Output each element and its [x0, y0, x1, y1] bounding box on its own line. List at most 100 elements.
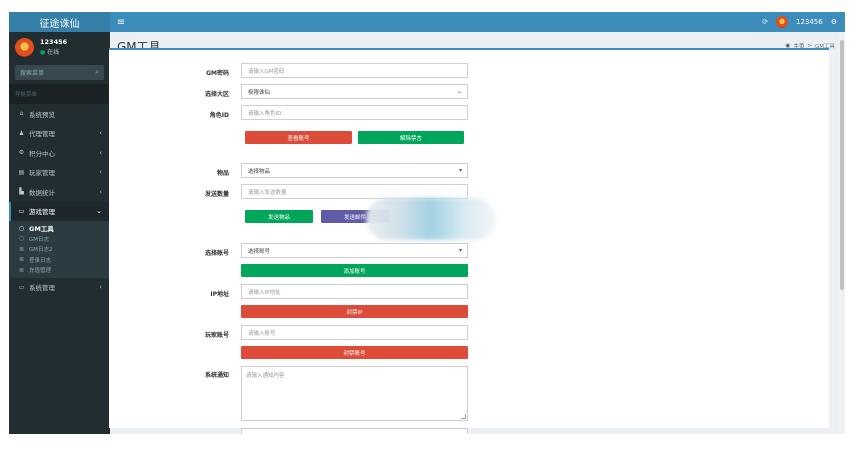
role-id-input[interactable]: 请输入角色ID — [241, 105, 468, 120]
breadcrumb: ◉ 主页 > GM工具 — [786, 42, 835, 50]
submenu-item-label: 登录日志 — [29, 257, 52, 264]
add-account-button[interactable]: 添加账号 — [241, 264, 468, 277]
ban-ip-button[interactable]: 封禁IP — [241, 305, 468, 318]
page-scrollbar[interactable] — [839, 32, 845, 434]
item-select-value: 选择物品 — [248, 168, 271, 175]
sidebar-search-input[interactable]: 搜索菜单 ⌕ — [15, 65, 104, 80]
scrollbar-thumb[interactable] — [840, 40, 844, 290]
breadcrumb-separator: > — [807, 43, 812, 49]
gm-password-input[interactable]: 请输入GM密码 — [241, 63, 468, 78]
breadcrumb-current: GM工具 — [814, 44, 835, 50]
submenu-item-label: 充值管理 — [29, 268, 52, 275]
sidebar-item-label: 游戏管理 — [29, 208, 55, 217]
send-item-button[interactable]: 发送物品 — [245, 210, 313, 223]
sidebar-item-stats[interactable]: ▙ 数据统计 ‹ — [9, 182, 110, 202]
unban-chat-button[interactable]: 解除禁言 — [358, 131, 464, 144]
caret-down-icon: ▾ — [458, 247, 462, 254]
sidebar-item-players[interactable]: ▤ 玩家管理 ‹ — [9, 163, 110, 183]
submenu-item-label: GM工具 — [29, 225, 54, 234]
avatar — [15, 37, 34, 57]
chevron-down-icon: ⌄ — [456, 88, 462, 95]
caret-down-icon: ▾ — [458, 167, 462, 174]
submenu-item-login-log[interactable]: ≣ 登录日志 — [9, 255, 110, 266]
search-placeholder: 搜索菜单 — [20, 70, 45, 77]
navbar-username[interactable]: 123456 — [795, 18, 823, 26]
circle-icon: ○ — [18, 224, 25, 232]
chevron-down-icon: ⌄ — [96, 207, 102, 216]
user-status-text: 在线 — [47, 49, 60, 56]
submenu-item-gm-log[interactable]: ○ GM日志 — [9, 234, 110, 245]
sidebar-item-label: 数据统计 — [29, 188, 55, 197]
item-select[interactable]: 选择物品 ▾ — [241, 163, 468, 178]
app-logo[interactable]: 征途诛仙 — [9, 12, 110, 32]
submenu-item-gm-log2[interactable]: ≣ GM日志2 — [9, 244, 110, 255]
submenu-item-gm-tool[interactable]: ○ GM工具 — [9, 223, 110, 234]
account-label: 选择账号 — [204, 250, 229, 257]
notice-textarea[interactable]: 请输入通知内容 — [241, 366, 468, 421]
submenu-item-label: GM日志2 — [29, 247, 53, 254]
notice-placeholder: 请输入通知内容 — [246, 373, 285, 379]
dashboard-icon: ◉ — [785, 43, 791, 49]
server-label: 选择大区 — [204, 91, 229, 98]
next-field-partial[interactable] — [241, 428, 468, 434]
sidebar-item-system[interactable]: ▭ 系统管理 ‹ — [9, 278, 110, 298]
send-count-label: 发送数量 — [204, 191, 229, 198]
chevron-left-icon: ‹ — [99, 283, 102, 292]
list-icon: ≣ — [18, 266, 25, 274]
sidebar-item-agents[interactable]: ♟ 代理管理 ‹ — [9, 124, 110, 144]
home-icon: ⌂ — [19, 110, 24, 118]
user-name: 123456 — [40, 38, 68, 46]
circle-icon: ○ — [18, 235, 25, 243]
player-account-input[interactable]: 请输入账号 — [241, 325, 468, 340]
users-icon: ♟ — [18, 129, 25, 137]
send-count-input[interactable]: 请输入发送数量 — [241, 184, 468, 199]
sidebar-item-game[interactable]: ▭ 游戏管理 ⌄ — [9, 201, 110, 221]
desktop-icon: ▭ — [18, 283, 25, 291]
list-icon: ≣ — [18, 245, 25, 253]
sidebar-toggle-icon[interactable]: ≡ — [116, 16, 126, 28]
list-icon: ≣ — [18, 256, 25, 264]
sidebar-item-label: 玩家管理 — [29, 169, 55, 178]
user-info: 123456 ● 在线 — [40, 38, 67, 56]
submenu-item-label: GM日志 — [29, 236, 50, 243]
chevron-left-icon: ‹ — [99, 148, 102, 157]
item-label: 物品 — [216, 170, 229, 177]
online-dot-icon: ● — [40, 49, 46, 56]
gm-password-label: GM密码 — [206, 70, 229, 77]
sidebar-item-overview[interactable]: ⌂ 系统预览 — [9, 104, 110, 124]
cogs-icon: ⚙ — [18, 149, 25, 157]
ban-account-button[interactable]: 封禁账号 — [241, 346, 468, 359]
laptop-icon: ▭ — [18, 207, 25, 215]
search-icon[interactable]: ⌕ — [95, 68, 99, 76]
account-select-value: 选择账号 — [248, 248, 271, 255]
notice-label: 系统通知 — [204, 372, 229, 379]
sidebar: 123456 ● 在线 搜索菜单 ⌕ 导航菜单 ⌂ 系统预览 ♟ 代理管理 ‹ … — [9, 32, 110, 434]
sidebar-item-points[interactable]: ⚙ 积分中心 ‹ — [9, 143, 110, 163]
user-panel: 123456 ● 在线 — [9, 32, 110, 62]
role-id-label: 角色ID — [209, 112, 229, 119]
blurred-overlay — [366, 198, 496, 240]
menu-section-header: 导航菜单 — [9, 84, 110, 104]
game-submenu: ○ GM工具 ○ GM日志 ≣ GM日志2 ≣ 登录日志 ≣ 充值管理 — [9, 221, 110, 278]
ip-address-label: IP地址 — [210, 291, 229, 298]
bar-chart-icon: ▙ — [19, 188, 24, 196]
server-select-value: 极限诛仙 — [248, 89, 271, 96]
book-icon: ▤ — [18, 168, 25, 176]
top-navbar: ≡ ⟳ 123456 ⚙ — [110, 12, 845, 32]
sidebar-item-label: 系统预览 — [29, 110, 55, 119]
breadcrumb-home[interactable]: 主页 — [793, 44, 805, 50]
resize-grip-icon[interactable] — [461, 414, 466, 419]
account-select[interactable]: 选择账号 ▾ — [241, 243, 468, 258]
sidebar-item-label: 系统管理 — [29, 284, 55, 293]
ip-address-input[interactable]: 请输入IP地址 — [241, 284, 468, 299]
server-select[interactable]: 极限诛仙 ⌄ — [241, 84, 468, 99]
sidebar-item-label: 积分中心 — [29, 149, 55, 158]
navbar-avatar[interactable] — [775, 16, 788, 28]
submenu-item-recharge[interactable]: ≣ 充值管理 — [9, 265, 110, 276]
refresh-icon[interactable]: ⟳ — [762, 18, 768, 26]
sidebar-item-label: 代理管理 — [29, 130, 55, 139]
query-account-button[interactable]: 查看账号 — [245, 131, 352, 144]
chevron-left-icon: ‹ — [99, 187, 102, 196]
gears-icon[interactable]: ⚙ — [830, 18, 837, 26]
